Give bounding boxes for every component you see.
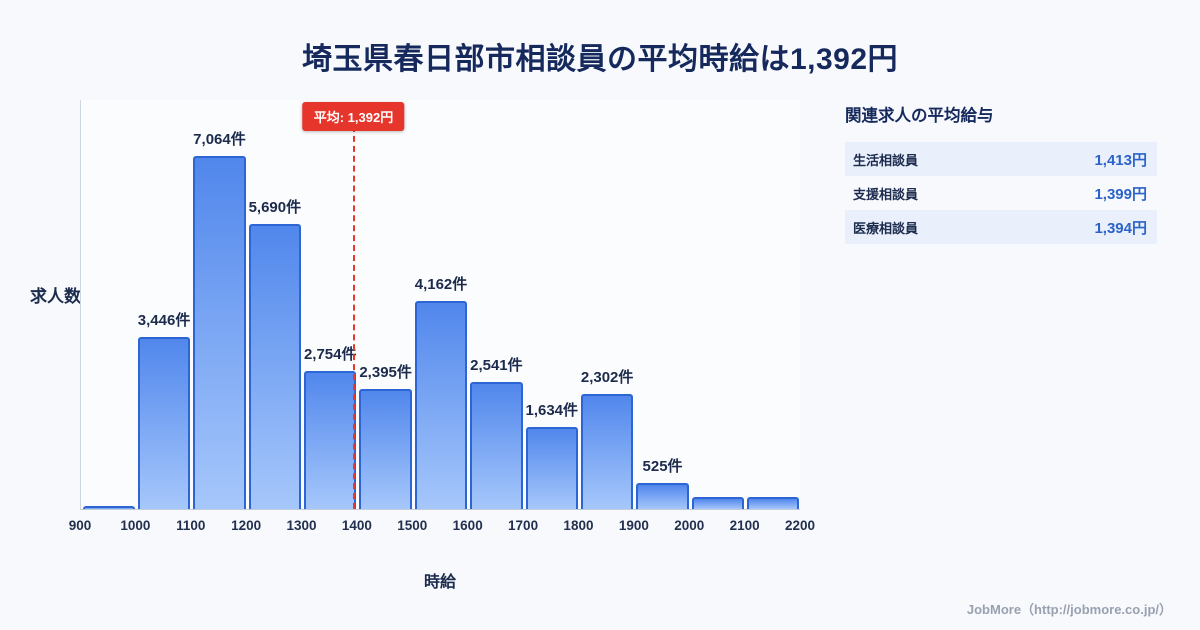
x-tick-label: 1600 xyxy=(452,518,483,533)
bar-value-label: 7,064件 xyxy=(193,131,246,148)
related-jobs-panel: 関連求人の平均給与 生活相談員 1,413円支援相談員 1,399円医療相談員 1,3… xyxy=(845,102,1157,244)
x-axis-label: 時給 xyxy=(423,574,456,591)
footer-credit: JobMore（http://jobmore.co.jp/） xyxy=(966,602,1172,617)
page-title: 埼玉県春日部市相談員の平均時給は1,392円 xyxy=(301,43,899,76)
bar-value-label: 525件 xyxy=(642,458,683,475)
x-tick-label: 1400 xyxy=(341,518,372,533)
x-tick-label: 1200 xyxy=(231,518,262,533)
bar-value-label: 3,446件 xyxy=(137,312,191,329)
job-name: 医療相談員 xyxy=(853,220,919,236)
x-axis-ticks: 900 1000 1100 1200 1300 1400 1500 1600 1700 1800 1… xyxy=(69,518,815,538)
x-tick-label: 1300 xyxy=(286,518,317,533)
related-job-row: 支援相談員 1,399円 xyxy=(845,176,1157,210)
histogram-bar xyxy=(636,483,689,509)
x-tick-label: 2000 xyxy=(674,518,705,533)
x-tick-label: 2100 xyxy=(729,518,760,533)
histogram-bar xyxy=(414,301,468,509)
y-axis-label: 求人数 xyxy=(30,287,81,306)
panel-title: 関連求人の平均給与 xyxy=(845,107,994,125)
job-average-wage: 1,413円 xyxy=(1094,151,1147,169)
x-tick-label: 1900 xyxy=(618,518,649,533)
x-tick-label: 1000 xyxy=(120,518,151,533)
bar-value-label: 5,690件 xyxy=(248,199,302,216)
histogram-bar xyxy=(248,224,302,509)
average-badge: 平均: 1,392円 xyxy=(302,102,405,131)
related-job-row: 医療相談員 1,394円 xyxy=(845,210,1157,244)
histogram-bar xyxy=(580,394,634,509)
histogram-bar xyxy=(82,506,135,509)
job-average-wage: 1,399円 xyxy=(1094,185,1147,203)
histogram-bar xyxy=(137,337,191,509)
x-tick-label: 900 xyxy=(68,518,92,533)
bar-value-label: 1,634件 xyxy=(525,402,579,419)
bar-value-label: 2,302件 xyxy=(580,369,634,386)
bar-value-label: 2,541件 xyxy=(470,357,523,374)
x-tick-label: 2200 xyxy=(784,518,816,533)
related-jobs-table: 生活相談員 1,413円支援相談員 1,399円医療相談員 1,394円 xyxy=(845,142,1157,244)
x-tick-label: 1100 xyxy=(176,518,206,533)
histogram-bar xyxy=(470,382,523,509)
x-tick-label: 1500 xyxy=(397,518,428,533)
plot-area: 平均: 1,392円 3,446件 7,064件 5,690件 2,754件 2,395… xyxy=(80,100,800,510)
histogram-bar xyxy=(193,156,246,509)
job-average-wage: 1,394円 xyxy=(1094,219,1147,237)
job-name: 生活相談員 xyxy=(853,152,919,168)
histogram-bar xyxy=(747,497,800,509)
x-tick-label: 1700 xyxy=(508,518,539,533)
histogram-bar xyxy=(304,371,357,509)
histogram-bar xyxy=(525,427,578,509)
related-job-row: 生活相談員 1,413円 xyxy=(845,142,1157,176)
bar-value-label: 2,754件 xyxy=(303,346,357,363)
average-line xyxy=(353,126,356,509)
bar-value-label: 4,162件 xyxy=(414,276,468,293)
x-tick-label: 1800 xyxy=(563,518,594,533)
histogram-bar xyxy=(691,497,745,509)
job-name: 支援相談員 xyxy=(853,186,919,202)
bar-value-label: 2,395件 xyxy=(359,364,412,381)
histogram-bar xyxy=(359,389,412,509)
